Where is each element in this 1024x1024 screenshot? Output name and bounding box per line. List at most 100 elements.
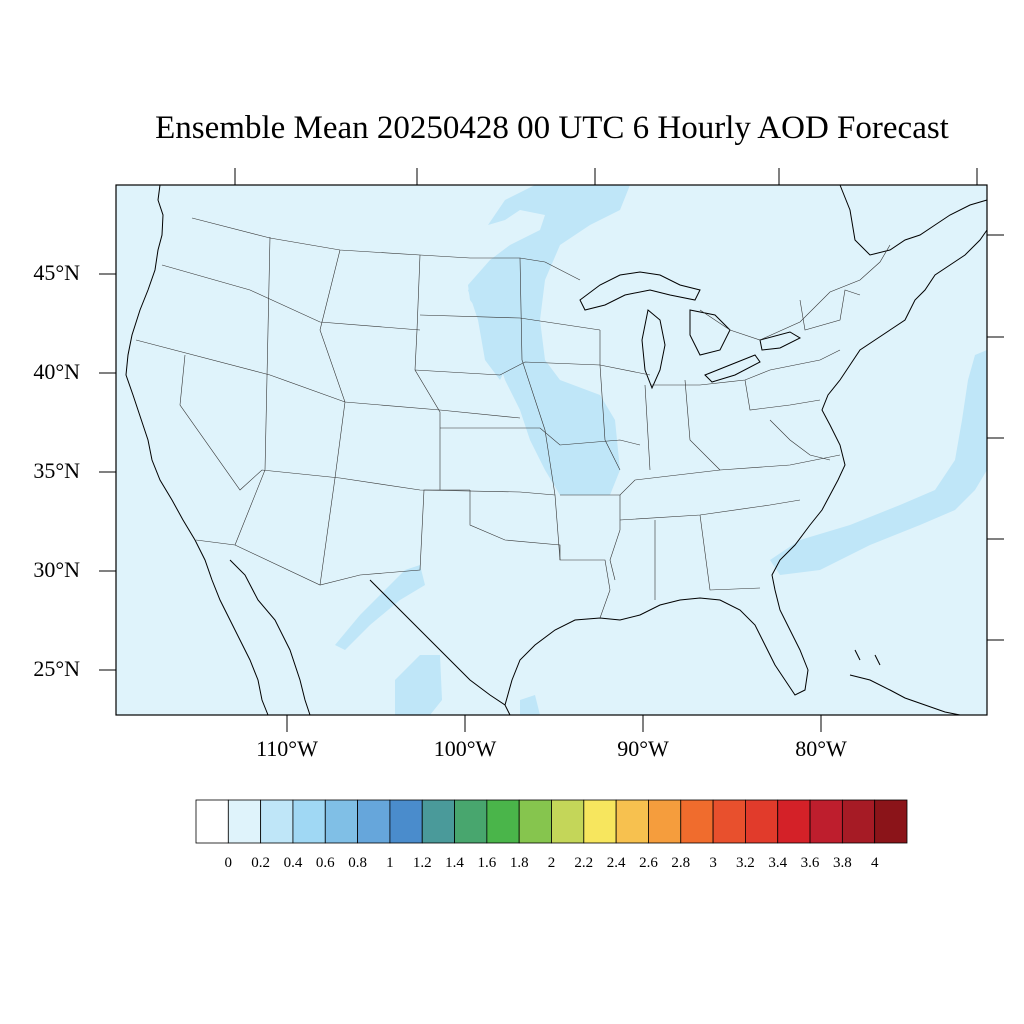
se-line-1 — [619, 499, 801, 521]
lon-label-100w: 100°W — [433, 736, 497, 761]
colorbar-swatch — [615, 799, 649, 844]
central-line-5 — [469, 490, 611, 619]
colorbar-swatch — [389, 799, 423, 844]
colorbar-swatch — [292, 799, 326, 844]
colorbar-tick-label: 3.2 — [736, 855, 755, 871]
colorbar-swatch — [809, 799, 843, 844]
west-line-5 — [319, 249, 346, 586]
colorbar-tick-label: 2 — [547, 855, 556, 871]
tick-marks — [99, 168, 1004, 732]
canada-east — [839, 184, 988, 256]
central-line-2 — [419, 314, 601, 331]
map-title: Ensemble Mean 20250428 00 UTC 6 Hourly A… — [155, 110, 949, 146]
colorbar-tick-label: 1.8 — [509, 855, 529, 871]
cuba — [849, 674, 961, 716]
central-line-3 — [414, 361, 651, 376]
great-lakes-superior — [579, 271, 701, 311]
west-line-4 — [234, 236, 271, 546]
canada-border-east — [699, 244, 891, 341]
colorbar-tick-label: 0.2 — [251, 855, 270, 871]
colorbar-tick-label: 3 — [709, 855, 717, 871]
colorbar-tick-label: 3.4 — [768, 855, 788, 871]
gulf-coast-mexico — [369, 579, 511, 716]
colorbar-tick-label: 3.8 — [833, 855, 852, 871]
colorbar-tick-label: 1 — [386, 855, 394, 871]
plume-gulf — [520, 695, 540, 715]
lon-label-80w: 80°W — [795, 736, 847, 761]
colorbar-tick-label: 1.2 — [412, 855, 432, 871]
colorbar-swatch — [454, 799, 488, 844]
ne-line-3 — [744, 379, 821, 411]
colorbar-swatch — [486, 799, 520, 844]
plume-texas — [335, 565, 425, 650]
west-line-1 — [161, 264, 421, 331]
west-line-7 — [195, 489, 470, 586]
colorbar-tick-label: 4 — [870, 855, 879, 871]
colorbar-swatch — [712, 799, 746, 844]
gulf-coast-us — [504, 229, 988, 706]
se-line-2 — [654, 514, 761, 600]
colorbar-swatch — [874, 799, 908, 844]
coastlines — [125, 184, 988, 716]
west-line-3 — [179, 354, 556, 496]
central-line-1 — [519, 257, 561, 561]
lat-label-35: 35°N — [33, 458, 80, 483]
colorbar-tick-label: 0 — [224, 855, 233, 871]
colorbar-swatch — [324, 799, 358, 844]
central-line-4 — [440, 427, 641, 446]
great-lakes-huron — [689, 309, 731, 356]
lon-label-90w: 90°W — [617, 736, 669, 761]
aod-plumes — [335, 185, 987, 715]
colorbar-tick-label: 0.6 — [315, 855, 335, 871]
colorbar-tick-label: 1.4 — [445, 855, 464, 871]
great-lakes-michigan — [641, 309, 666, 390]
colorbar-swatch — [357, 799, 391, 844]
state-boundaries — [135, 217, 891, 619]
central-line-7 — [609, 495, 621, 581]
ne-line-5 — [769, 419, 831, 461]
colorbar-tick-label: 2.6 — [639, 855, 658, 871]
colorbar-tick-label: 2.2 — [574, 855, 594, 871]
us-coastline — [125, 184, 269, 716]
central-line-6 — [560, 454, 841, 496]
colorbar-tick-label: 2.8 — [671, 855, 691, 871]
colorbar-swatch — [227, 799, 262, 844]
colorbar-tick-label: 3.6 — [800, 855, 820, 871]
colorbar-swatch — [680, 799, 714, 844]
ne-line-2 — [644, 379, 721, 471]
colorbar-tick-label: 0.4 — [283, 855, 303, 871]
bahamas — [854, 649, 881, 666]
colorbar-swatch — [260, 799, 294, 844]
colorbar-swatch — [421, 799, 455, 844]
lat-label-40: 40°N — [33, 359, 80, 384]
colorbar-tick-label: 2.4 — [606, 855, 626, 871]
colorbar-swatch — [583, 799, 617, 844]
lat-label-30: 30°N — [33, 557, 80, 582]
colorbar-swatch — [551, 799, 585, 844]
baja-coast — [229, 559, 311, 716]
great-lakes-erie — [704, 354, 761, 383]
map-border — [115, 184, 988, 716]
se-line-3 — [599, 330, 621, 471]
colorbar-tick-label: 0.8 — [348, 855, 367, 871]
colorbar-swatch — [745, 799, 779, 844]
canada-border — [191, 217, 581, 281]
plume-atlantic — [770, 350, 987, 575]
plume-northern-plains — [468, 185, 630, 495]
colorbar-swatch — [841, 799, 876, 844]
lat-label-25: 25°N — [33, 656, 80, 681]
plume-southwest — [395, 655, 442, 715]
colorbar — [195, 799, 908, 844]
colorbar-swatch — [195, 799, 229, 844]
colorbar-swatch — [518, 799, 552, 844]
colorbar-swatch — [777, 799, 811, 844]
ne-line-1 — [650, 349, 841, 386]
lon-label-110w: 110°W — [256, 736, 318, 761]
colorbar-tick-label: 1.6 — [477, 855, 497, 871]
lat-label-45: 45°N — [33, 260, 80, 285]
colorbar-swatch — [648, 799, 682, 844]
ne-line-4 — [799, 289, 861, 331]
great-lakes-ontario — [759, 331, 802, 351]
plume-upper-midwest-west — [468, 262, 515, 380]
